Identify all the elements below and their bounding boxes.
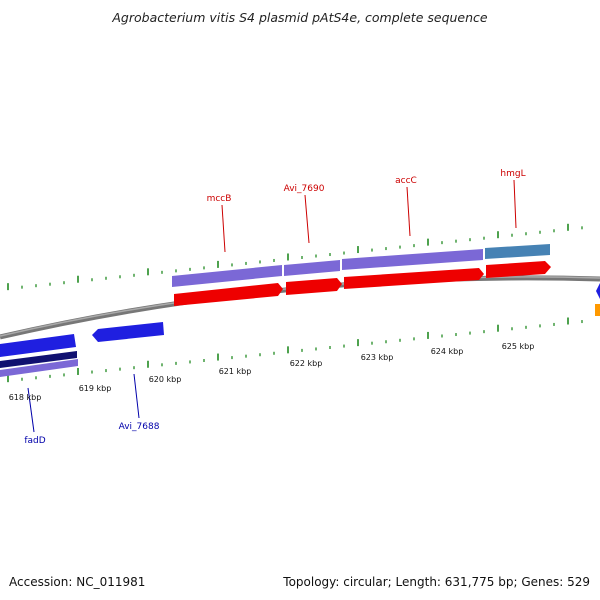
kbp-label-625: 625 kbp — [502, 342, 535, 351]
kbp-label-623: 623 kbp — [361, 353, 394, 362]
label-mccB: mccB — [207, 194, 232, 204]
leader-Avi7690 — [304, 194, 310, 244]
cds-edge-orange[interactable] — [595, 304, 600, 316]
cds-mccB-arrow[interactable] — [174, 283, 283, 306]
kbp-label-619: 619 kbp — [79, 384, 112, 393]
label-fadD: fadD — [24, 436, 45, 446]
kbp-label-620: 620 kbp — [149, 375, 182, 384]
map-title: Agrobacterium vitis S4 plasmid pAtS4e, c… — [112, 10, 488, 25]
leader-hmgL — [513, 179, 517, 229]
cds-fadD-arrow[interactable] — [0, 334, 76, 357]
leader-fadD — [27, 387, 35, 433]
kbp-label-621: 621 kbp — [219, 367, 252, 376]
label-Avi7688: Avi_7688 — [119, 422, 160, 432]
kbp-label-618: 618 kbp — [9, 393, 42, 402]
cds-Avi7688-arrow[interactable] — [92, 322, 164, 342]
forward-gene-track — [172, 244, 600, 316]
tick-row-upper — [7, 223, 583, 291]
reverse-gene-track — [0, 322, 164, 377]
leader-Avi7688 — [133, 373, 140, 419]
gene-fadD-bar-navy[interactable] — [0, 351, 77, 368]
cds-Avi7690-arrow[interactable] — [286, 278, 342, 295]
accession-text: Accession: NC_011981 — [9, 575, 146, 589]
label-accC: accC — [395, 176, 417, 186]
topology-summary: Topology: circular; Length: 631,775 bp; … — [283, 575, 590, 589]
gene-hmgL-bar[interactable] — [485, 244, 550, 259]
leader-mccB — [221, 204, 226, 253]
tick-row-lower — [7, 317, 583, 383]
kbp-label-622: 622 kbp — [290, 359, 323, 368]
cds-accC-arrow[interactable] — [344, 268, 484, 289]
leader-lines — [27, 179, 517, 433]
gene-Avi7690-bar[interactable] — [284, 260, 340, 276]
gene-accC-bar[interactable] — [342, 249, 483, 270]
leader-accC — [406, 186, 411, 237]
cds-hmgL-arrow[interactable] — [486, 261, 551, 278]
kbp-label-624: 624 kbp — [431, 347, 464, 356]
cds-edge-arrow-blue[interactable] — [596, 283, 600, 299]
label-hmgL: hmgL — [500, 169, 525, 179]
gene-fadD-bar-purple[interactable] — [0, 359, 78, 377]
label-Avi7690: Avi_7690 — [284, 184, 325, 194]
gene-mccB-bar[interactable] — [172, 265, 282, 287]
